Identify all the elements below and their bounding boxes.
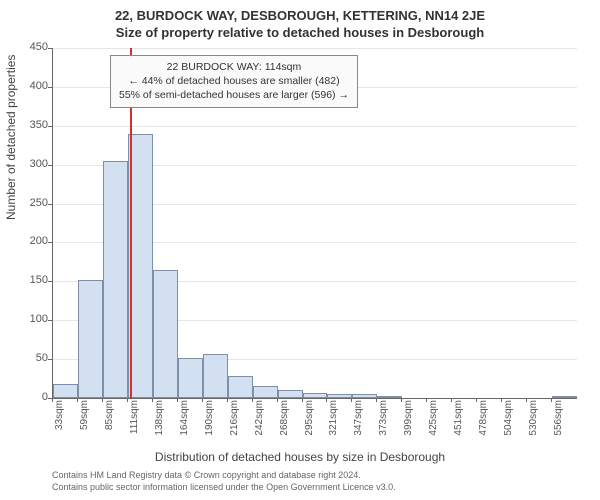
xtick-mark	[152, 398, 153, 402]
histogram-bar	[178, 358, 203, 398]
xtick-label: 504sqm	[503, 400, 514, 450]
ytick-label: 150	[8, 274, 48, 286]
histogram-bar	[53, 384, 78, 398]
ytick-label: 100	[8, 313, 48, 325]
xtick-mark	[326, 398, 327, 402]
xtick-label: 33sqm	[54, 400, 65, 450]
xtick-label: 399sqm	[403, 400, 414, 450]
annotation-line1: 22 BURDOCK WAY: 114sqm	[119, 60, 349, 74]
ytick-label: 300	[8, 158, 48, 170]
histogram-bar	[352, 394, 377, 398]
xtick-label: 242sqm	[254, 400, 265, 450]
xtick-mark	[102, 398, 103, 402]
histogram-bar	[327, 394, 352, 398]
xtick-mark	[227, 398, 228, 402]
xtick-label: 347sqm	[353, 400, 364, 450]
ytick-mark	[48, 242, 52, 243]
xtick-mark	[252, 398, 253, 402]
ytick-label: 0	[8, 391, 48, 403]
page-title-line1: 22, BURDOCK WAY, DESBOROUGH, KETTERING, …	[0, 0, 600, 23]
histogram-bar	[103, 161, 128, 398]
xtick-mark	[202, 398, 203, 402]
xtick-label: 138sqm	[154, 400, 165, 450]
ytick-mark	[48, 281, 52, 282]
histogram-bar	[253, 386, 278, 398]
xtick-mark	[501, 398, 502, 402]
annotation-line3: 55% of semi-detached houses are larger (…	[119, 88, 349, 102]
xtick-mark	[77, 398, 78, 402]
histogram-bar	[203, 354, 228, 398]
ytick-mark	[48, 165, 52, 166]
xtick-label: 556sqm	[553, 400, 564, 450]
xtick-mark	[401, 398, 402, 402]
xtick-label: 373sqm	[378, 400, 389, 450]
histogram-bar	[153, 270, 178, 398]
ytick-label: 450	[8, 41, 48, 53]
histogram-bar	[303, 393, 328, 398]
xtick-mark	[127, 398, 128, 402]
footer-line1: Contains HM Land Registry data © Crown c…	[52, 470, 396, 482]
xtick-mark	[451, 398, 452, 402]
xtick-label: 164sqm	[179, 400, 190, 450]
ytick-mark	[48, 320, 52, 321]
footer-line2: Contains public sector information licen…	[52, 482, 396, 494]
xtick-label: 59sqm	[79, 400, 90, 450]
xtick-label: 216sqm	[229, 400, 240, 450]
ytick-mark	[48, 126, 52, 127]
xtick-mark	[376, 398, 377, 402]
histogram-bar	[377, 396, 402, 398]
ytick-label: 350	[8, 119, 48, 131]
xtick-label: 530sqm	[528, 400, 539, 450]
annotation-callout: 22 BURDOCK WAY: 114sqm ← 44% of detached…	[110, 55, 358, 108]
xtick-mark	[526, 398, 527, 402]
ytick-mark	[48, 87, 52, 88]
xtick-mark	[52, 398, 53, 402]
annotation-line2: ← 44% of detached houses are smaller (48…	[119, 74, 349, 88]
xtick-label: 451sqm	[453, 400, 464, 450]
xtick-label: 85sqm	[104, 400, 115, 450]
ytick-mark	[48, 359, 52, 360]
histogram-bar	[278, 390, 303, 398]
ytick-label: 400	[8, 80, 48, 92]
xtick-label: 478sqm	[478, 400, 489, 450]
histogram-bar	[228, 376, 253, 398]
xtick-label: 321sqm	[328, 400, 339, 450]
ytick-label: 250	[8, 197, 48, 209]
xtick-label: 425sqm	[428, 400, 439, 450]
ytick-label: 200	[8, 235, 48, 247]
xtick-mark	[426, 398, 427, 402]
histogram-bar	[78, 280, 103, 398]
ytick-mark	[48, 204, 52, 205]
ytick-mark	[48, 48, 52, 49]
footer-attribution: Contains HM Land Registry data © Crown c…	[52, 470, 396, 493]
xtick-mark	[302, 398, 303, 402]
xtick-label: 295sqm	[304, 400, 315, 450]
xtick-mark	[351, 398, 352, 402]
histogram-bar	[552, 396, 577, 398]
xtick-label: 190sqm	[204, 400, 215, 450]
xtick-mark	[277, 398, 278, 402]
ytick-label: 50	[8, 352, 48, 364]
x-axis-label: Distribution of detached houses by size …	[0, 450, 600, 464]
xtick-mark	[476, 398, 477, 402]
xtick-label: 268sqm	[279, 400, 290, 450]
page-title-line2: Size of property relative to detached ho…	[0, 23, 600, 46]
xtick-label: 111sqm	[129, 400, 140, 450]
xtick-mark	[177, 398, 178, 402]
xtick-mark	[551, 398, 552, 402]
